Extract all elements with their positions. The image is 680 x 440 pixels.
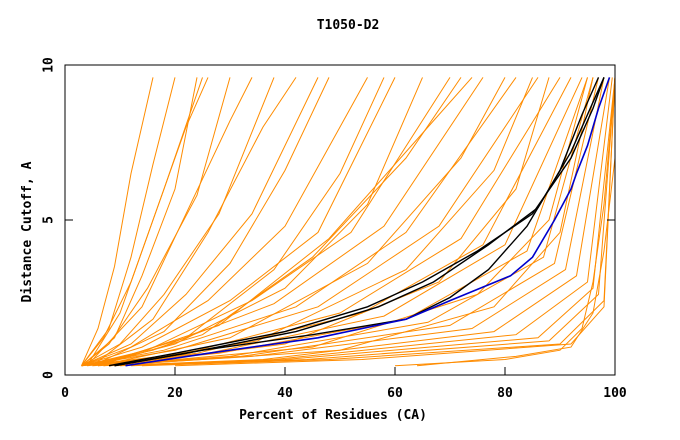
series-line-background-36 xyxy=(416,157,616,367)
series-line-background-13 xyxy=(81,77,561,367)
series-line-background-18 xyxy=(97,77,599,367)
series-line-background-4 xyxy=(81,77,231,367)
series-line-background-25 xyxy=(174,77,616,367)
series-line-highlight-black-1 xyxy=(114,77,605,367)
series-line-highlight-black-0 xyxy=(108,77,605,367)
background-lines xyxy=(81,77,616,367)
series-line-background-30 xyxy=(97,77,506,367)
series-line-background-39 xyxy=(97,77,473,367)
series-line-background-12 xyxy=(81,77,539,367)
y-tick-label-0: 0 xyxy=(42,371,57,379)
series-line-background-24 xyxy=(141,77,616,367)
series-line-background-35 xyxy=(394,77,616,367)
x-axis-ticks: 0 20 40 60 80 100 xyxy=(61,367,627,401)
series-line-background-32 xyxy=(108,77,550,367)
series-line-background-7 xyxy=(81,77,368,367)
x-axis-label: Percent of Residues (CA) xyxy=(239,408,427,423)
chart-title: T1050-D2 xyxy=(317,18,380,33)
series-line-background-17 xyxy=(92,77,594,367)
x-tick-label-20: 20 xyxy=(167,386,183,401)
series-line-background-1 xyxy=(81,77,176,366)
y-axis-label: Distance Cutoff, A xyxy=(20,161,35,302)
series-line-highlight-blue-3 xyxy=(125,77,611,367)
series-line-background-11 xyxy=(81,77,517,367)
series-line-background-22 xyxy=(119,77,616,367)
x-tick-label-40: 40 xyxy=(277,386,293,401)
series-line-background-28 xyxy=(92,77,330,367)
series-line-background-6 xyxy=(81,77,319,367)
plot-area: 0 20 40 60 80 100 0 5 10 xyxy=(42,57,627,401)
series-line-background-31 xyxy=(103,77,533,367)
highlight-lines xyxy=(108,77,611,367)
series-line-background-40 xyxy=(92,77,297,367)
series-line-background-38 xyxy=(108,77,594,367)
series-line-background-0 xyxy=(81,77,154,366)
y-tick-label-10: 10 xyxy=(42,57,57,73)
y-tick-label-5: 5 xyxy=(42,216,57,224)
series-line-background-34 xyxy=(86,77,253,367)
x-tick-label-0: 0 xyxy=(61,386,69,401)
x-tick-label-60: 60 xyxy=(387,386,403,401)
series-line-background-5 xyxy=(81,77,275,367)
series-line-highlight-black-2 xyxy=(114,77,600,367)
series-line-background-8 xyxy=(81,77,396,367)
y-axis-ticks: 0 5 10 xyxy=(42,57,615,379)
x-tick-label-80: 80 xyxy=(497,386,513,401)
series-line-background-23 xyxy=(130,77,616,367)
series-line-background-27 xyxy=(92,77,385,367)
x-tick-label-100: 100 xyxy=(603,386,627,401)
series-line-background-3 xyxy=(81,77,198,367)
series-line-background-33 xyxy=(86,77,209,366)
series-line-background-20 xyxy=(108,77,610,367)
